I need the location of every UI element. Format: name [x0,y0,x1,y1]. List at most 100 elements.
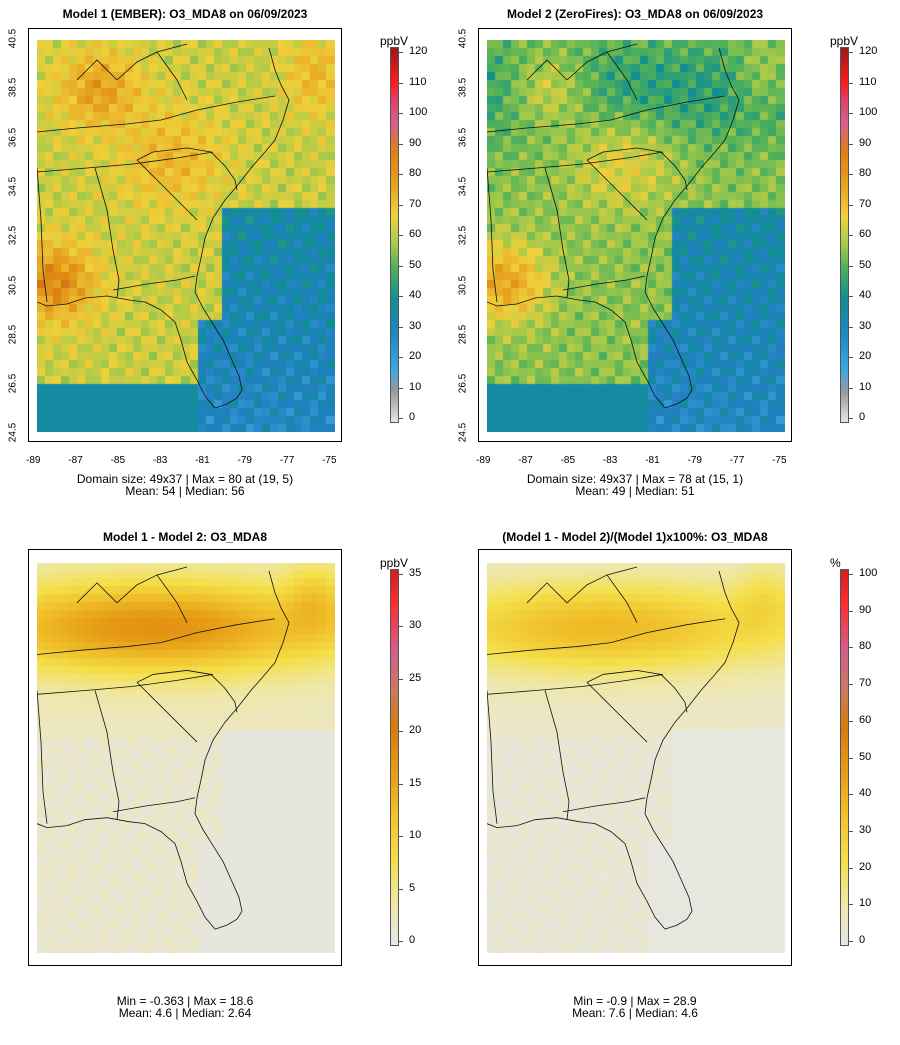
colorbar-tick-label: 5 [409,881,416,894]
colorbar-tick-label: 100 [859,567,878,579]
colorbar-tick-mark [849,830,853,832]
colorbar-tick-mark [399,143,403,145]
colorbar-tick-label: 25 [409,671,422,684]
colorbar-tick-mark [849,326,853,328]
boundary-line [76,566,188,623]
colorbar-tick-mark [399,357,403,358]
colorbar-tick-mark [849,82,853,84]
colorbar-tick-label: 90 [409,136,422,149]
colorbar-tick-label: 70 [859,677,872,690]
panel-model2: Model 2 (ZeroFires): O3_MDA8 on 06/09/20… [450,0,900,520]
colorbar-tick-label: 0 [859,411,866,423]
boundary-line [194,47,290,409]
panel-title: Model 1 (EMBER): O3_MDA8 on 06/09/2023 [62,7,308,21]
colorbar-tick-label: 30 [859,823,872,836]
boundary-line [544,690,570,820]
colorbar-tick-label: 100 [859,106,878,118]
colorbar-tick-mark [849,941,853,942]
boundary-line [586,670,688,713]
colorbar-tick-mark [849,867,853,869]
boundary-line [37,151,214,173]
y-tick-label: 24.5 [457,423,469,443]
percent-map [487,563,785,953]
boundary-line [586,147,688,191]
boundary-line [487,618,726,655]
state-boundaries [487,566,740,930]
y-tick-label: 38.5 [457,78,469,98]
panel-title: (Model 1 - Model 2)/(Model 1)x100%: O3_M… [502,530,768,544]
boundary-line [544,167,570,299]
colorbar-tick-label: 90 [859,136,872,149]
colorbar-tick-label: 50 [409,258,422,271]
colorbar-tick-label: 120 [409,45,428,57]
y-tick-label: 40.5 [457,28,469,49]
colorbar-tick-label: 70 [859,197,872,210]
colorbar-tick-mark [399,113,403,114]
colorbar-tick-label: 40 [859,289,872,301]
colorbar-tick-mark [849,610,853,612]
stats-line-2: Mean: 4.6 | Median: 2.64 [118,1006,252,1020]
map-frame [28,549,342,966]
colorbar-tick-label: 60 [409,228,422,240]
y-tick-label: 30.5 [457,275,469,295]
stats-line-1: Domain size: 49x37 | Max = 78 at (15, 1) [526,472,744,486]
colorbar-tick-label: 20 [409,350,422,362]
colorbar-tick-label: 30 [409,619,422,632]
colorbar-tick-mark [849,52,853,53]
colorbar-tick-mark [849,113,853,114]
y-tick-label: 36.5 [457,127,469,147]
boundary-line [644,570,740,930]
x-tick-label: -77 [279,455,295,466]
colorbar-tick-label: 100 [409,106,428,118]
boundary-line [112,275,196,291]
x-tick-label: -79 [687,455,702,466]
boundary-line [136,159,198,221]
colorbar-tick-mark [399,941,403,942]
boundary-line [194,570,290,930]
x-tick-label: -83 [602,455,618,466]
y-tick-label: 40.5 [7,28,19,49]
boundary-line [94,690,120,820]
colorbar-tick-mark [399,387,403,389]
colorbar-tick-mark [399,836,403,838]
colorbar-tick-mark [399,326,403,328]
colorbar-tick-label: 0 [859,934,866,946]
y-tick-label: 38.5 [7,78,19,98]
y-tick-label: 36.5 [7,127,19,147]
colorbar-tick-mark [849,418,853,419]
boundary-line [562,797,646,813]
y-tick-label: 24.5 [7,423,19,443]
y-tick-label: 26.5 [457,373,469,394]
colorbar-tick-label: 20 [859,350,872,362]
colorbar-tick-mark [399,783,403,785]
colorbar-tick-mark [849,204,853,206]
colorbar-tick-mark [399,731,403,733]
boundary-line [487,167,498,303]
ozone-map [37,40,335,432]
boundary-line [136,682,198,743]
panel-percent-difference: (Model 1 - Model 2)/(Model 1)x100%: O3_M… [450,0,900,1019]
colorbar-tick-label: 80 [859,640,872,653]
panel-title: Model 1 - Model 2: O3_MDA8 [102,530,268,544]
colorbar [840,47,849,423]
colorbar-tick-label: 40 [409,289,422,301]
colorbar-tick-label: 30 [409,319,422,332]
colorbar-tick-mark [399,626,403,628]
colorbar-tick-mark [399,174,403,175]
colorbar-tick-mark [399,82,403,84]
boundary-line [487,295,666,409]
colorbar-tick-mark [849,647,853,649]
difference-raster [37,563,335,953]
colorbar-tick-label: 15 [409,776,422,789]
panel-model1: Model 1 (EMBER): O3_MDA8 on 06/09/2023 D… [0,0,450,520]
colorbar-tick-label: 110 [409,75,427,88]
y-tick-label: 30.5 [7,275,19,295]
colorbar-tick-mark [399,678,403,680]
boundary-line [487,151,664,173]
colorbar-unit: % [830,556,841,570]
ozone-raster [487,40,785,432]
stats-line-1: Min = -0.9 | Max = 28.9 [573,994,697,1008]
ozone-map [487,40,785,432]
colorbar-tick-mark [849,387,853,389]
percent-raster [487,563,785,953]
